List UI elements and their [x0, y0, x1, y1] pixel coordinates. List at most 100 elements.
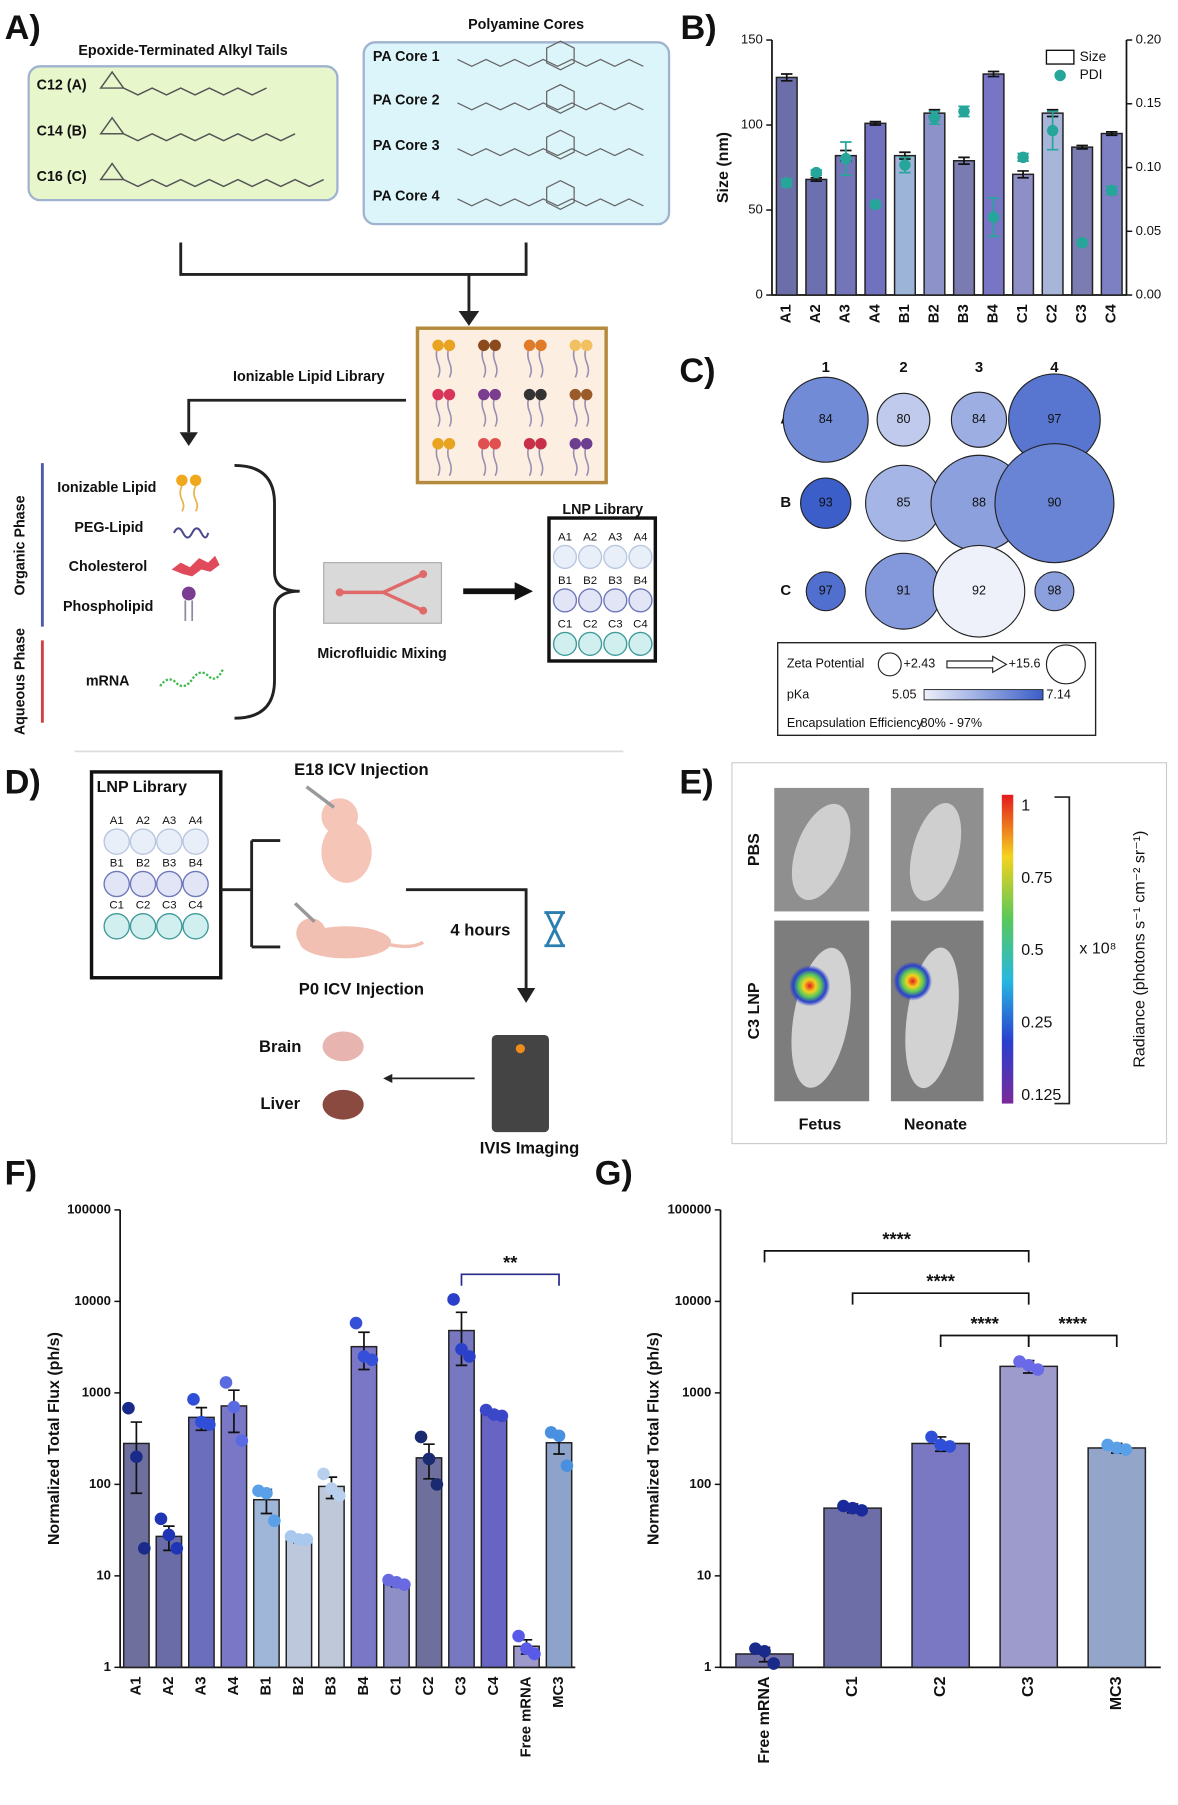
tail-label: C12 (A) [37, 78, 87, 94]
core-label: PA Core 2 [373, 92, 440, 108]
encapsulation-label: 93 [819, 496, 833, 510]
well [552, 544, 578, 570]
colorbar-tick-label: 0.25 [1021, 1014, 1052, 1031]
legend-range: 5.05 [892, 688, 916, 702]
replicate-point [349, 1316, 363, 1330]
lipid-head [523, 339, 536, 352]
replicate-point [422, 1452, 436, 1466]
replicate-point [138, 1542, 151, 1555]
illustration-part [321, 798, 358, 835]
well-label: C2 [583, 618, 598, 630]
y2-tick-label: 0.05 [1136, 223, 1162, 238]
core-ring [546, 179, 575, 210]
organ-label: Liver [260, 1094, 300, 1113]
core-ring [546, 83, 575, 114]
bar [545, 1442, 573, 1669]
lipid-head [535, 339, 547, 352]
x-tick-label: C2 [1045, 304, 1061, 323]
well-label: B4 [189, 857, 204, 869]
well-label: B2 [583, 575, 597, 587]
legend-title: Zeta Potential [787, 657, 865, 671]
connector [406, 888, 528, 989]
significance-bracket [851, 1292, 1030, 1305]
replicate-point [333, 1489, 346, 1503]
illustration-part [305, 785, 336, 809]
cores-box [362, 41, 671, 226]
legend-range: 7.14 [1046, 688, 1070, 702]
replicate-point [447, 1293, 460, 1306]
well-label: A2 [583, 531, 597, 543]
arrowhead [514, 582, 533, 601]
colorbar [1001, 794, 1014, 1104]
legend-range: +2.43 [903, 657, 935, 671]
encapsulation-label: 97 [819, 584, 833, 598]
bar [834, 154, 857, 296]
y-tick-label: 10000 [74, 1293, 111, 1308]
column-label: 1 [822, 360, 830, 376]
encapsulation-label: 84 [819, 412, 833, 426]
error-bar [781, 73, 793, 82]
well-label: A1 [558, 531, 572, 543]
x-tick-label: C4 [486, 1676, 502, 1696]
component-label: Cholesterol [69, 559, 148, 575]
colorbar-tick-label: 1 [1021, 797, 1030, 814]
lipid-head [432, 339, 444, 352]
well-label: C2 [136, 900, 151, 912]
bar [480, 1413, 508, 1669]
column-label: 4 [1050, 360, 1059, 376]
bubble [950, 391, 1008, 448]
y-tick-label: 50 [748, 202, 763, 217]
replicate-point [219, 1376, 233, 1389]
x-tick-label: C1 [844, 1676, 861, 1697]
illustration-part [172, 527, 210, 539]
well-label: A3 [608, 531, 622, 543]
column-label: Fetus [799, 1117, 842, 1134]
error-bar [455, 1311, 468, 1367]
well-label: C1 [109, 900, 124, 912]
y2-tick-label: 0.15 [1136, 95, 1162, 110]
alkyl-chain [123, 87, 267, 96]
x-tick-label: A4 [226, 1676, 242, 1696]
significance-bracket [460, 1273, 560, 1286]
lipid-head [535, 437, 547, 450]
y-axis-label: Normalized Total Flux (ph/s) [645, 1332, 662, 1545]
significance-label: **** [1059, 1313, 1088, 1334]
error-bar [1017, 170, 1029, 179]
significance-label: **** [882, 1228, 911, 1249]
pdi-point [1046, 124, 1059, 137]
x-tick-label: B3 [956, 304, 972, 323]
component-label: Ionizable Lipid [57, 480, 156, 496]
lipid-head [569, 339, 581, 352]
x-tick-label: B2 [291, 1676, 307, 1695]
colorbar-tick-label: 0.5 [1021, 942, 1043, 959]
component-label: PEG-Lipid [74, 520, 143, 536]
mixing-label: Microfluidic Mixing [317, 646, 446, 662]
replicate-point [455, 1342, 468, 1356]
well [182, 828, 209, 855]
lipid-head [443, 388, 456, 401]
well [552, 631, 578, 656]
bubble [782, 376, 869, 463]
replicate-point [560, 1459, 574, 1472]
bar [823, 1507, 882, 1669]
illustration-part [181, 586, 196, 601]
well [182, 913, 209, 940]
lipid-head [523, 388, 536, 401]
illustration-part [293, 902, 316, 923]
well-label: B3 [162, 857, 176, 869]
well [129, 913, 157, 940]
lipid-head [432, 437, 444, 450]
x-tick-label: C3 [1074, 304, 1090, 323]
box-title: Epoxide-Terminated Alkyl Tails [78, 43, 287, 59]
x-tick-label: B2 [926, 304, 942, 323]
bar [155, 1535, 183, 1669]
replicate-point [260, 1486, 273, 1500]
y-tick-label: 100 [689, 1476, 711, 1491]
x-tick-label: MC3 [551, 1676, 567, 1707]
encapsulation-label: 80 [896, 412, 910, 426]
ivis [491, 1034, 549, 1133]
bubble [805, 571, 846, 612]
replicate-point [162, 1528, 176, 1542]
